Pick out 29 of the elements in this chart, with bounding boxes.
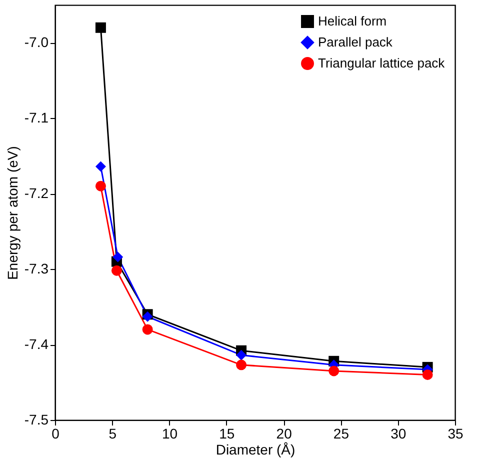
point (95, 161, 106, 172)
x-tick-label: 15 (219, 426, 235, 442)
y-tick-label: -7.0 (24, 34, 49, 50)
point (112, 252, 124, 262)
point (142, 324, 153, 335)
legend-label: Triangular lattice pack (318, 56, 446, 70)
x-tick-label: 30 (390, 426, 406, 442)
y-tick-label: -7.1 (24, 110, 49, 126)
x-tick-label: 25 (333, 426, 350, 442)
legend-label: Parallel pack (318, 34, 393, 50)
x-tick-label: 20 (276, 426, 292, 442)
x-tick-label: 10 (162, 426, 178, 442)
y-tick-label: -7.3 (24, 260, 49, 277)
y-tick-label: -7.2 (24, 185, 49, 202)
point (236, 350, 247, 360)
point (328, 366, 340, 376)
point (236, 360, 247, 370)
x-tick-label: 35 (448, 426, 464, 442)
point (111, 265, 122, 276)
y-axis-title: Energy per atom (eV) (4, 146, 20, 280)
x-tick-label: 5 (108, 426, 117, 442)
point (95, 180, 106, 192)
y-tick-label: -7.5 (24, 412, 49, 428)
point (422, 369, 433, 380)
x-axis-title: Diameter (Å) (216, 442, 296, 458)
x-tick-label: 0 (52, 426, 60, 442)
y-tick-label: -7.4 (24, 336, 49, 352)
legend-label: Helical form (318, 14, 387, 28)
point (95, 22, 106, 33)
